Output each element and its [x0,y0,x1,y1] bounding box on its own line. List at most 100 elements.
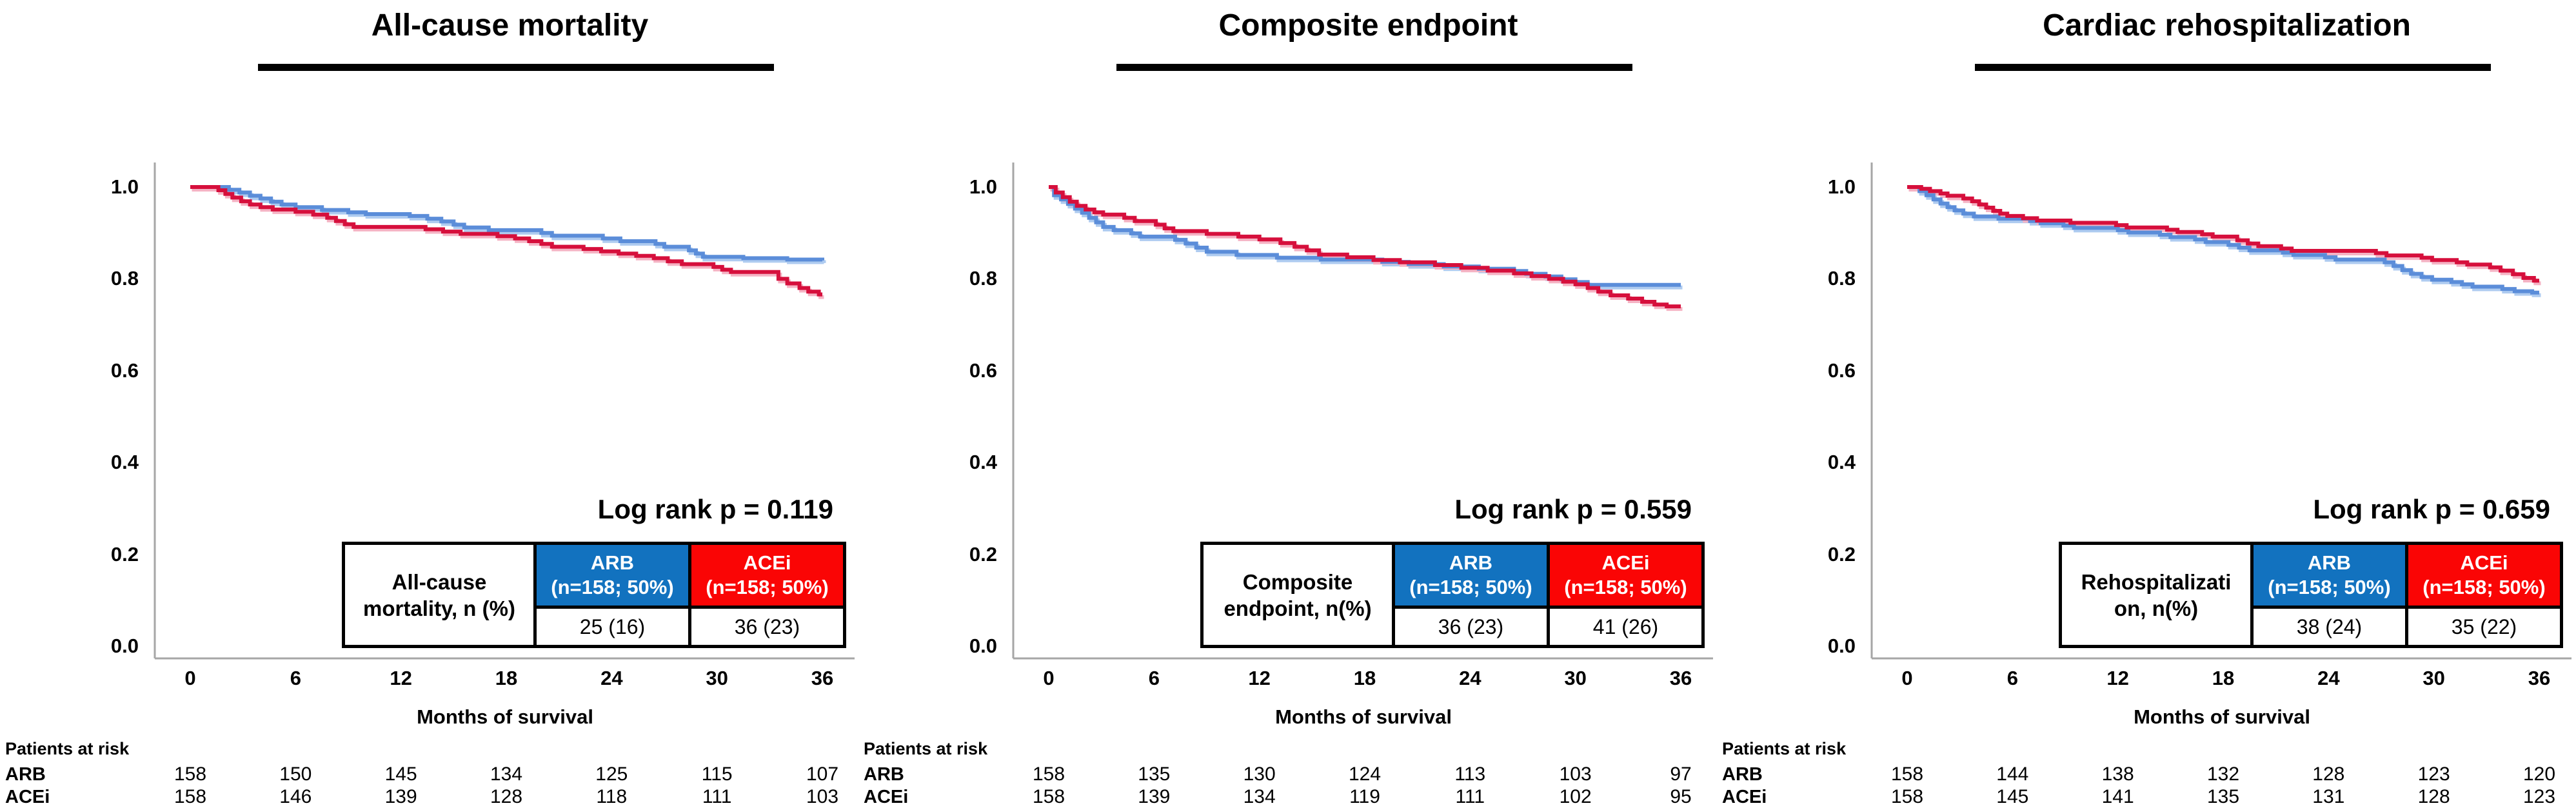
at-risk-row-label-arb: ARB [864,764,904,785]
title-underline [1975,64,2491,71]
km-curve-acei [1907,185,2539,283]
panel-title: Composite endpoint [1218,8,1518,43]
log-rank-p-value: Log rank p = 0.119 [597,494,833,524]
at-risk-row-label-acei: ACEi [1722,787,1767,807]
acei-header-name: ACEi [1601,551,1650,574]
at-risk-value: 139 [384,786,417,807]
arb-value-cell: 25 (16) [533,606,691,648]
at-risk-value: 145 [384,764,417,785]
at-risk-row-label-arb: ARB [5,764,46,785]
acei-header-n: (n=158; 50%) [1564,576,1687,598]
at-risk-value: 158 [1032,764,1065,785]
log-rank-p-value: Log rank p = 0.659 [2313,494,2550,524]
arb-header-name: ARB [1449,551,1493,574]
acei-header-cell: ACEi (n=158; 50%) [688,542,846,609]
x-tick-label: 30 [2422,667,2445,689]
at-risk-value: 128 [2312,764,2345,785]
y-tick-label: 0.4 [110,451,139,474]
arb-header-cell: ARB (n=158; 50%) [2250,542,2408,609]
at-risk-value: 146 [279,786,312,807]
at-risk-value: 120 [2522,764,2556,785]
x-tick-label: 36 [811,667,834,689]
at-risk-value: 103 [1559,764,1592,785]
arb-header-n: (n=158; 50%) [2268,576,2391,598]
at-risk-value: 113 [1454,764,1486,785]
at-risk-value: 102 [1559,786,1592,807]
at-risk-value: 134 [490,764,523,785]
x-axis-label: Months of survival [2134,705,2310,728]
at-risk-value: 125 [595,764,628,785]
y-tick-label: 0.6 [110,359,139,382]
x-tick-label: 0 [184,667,196,689]
y-tick-label: 0.6 [1827,359,1856,382]
acei-value-cell: 36 (23) [688,606,846,648]
at-risk-row-label-acei: ACEi [864,787,909,807]
patients-at-risk-label: Patients at risk [5,739,130,758]
arb-header-cell: ARB (n=158; 50%) [1392,542,1550,609]
y-tick-label: 1.0 [1827,175,1856,198]
at-risk-value: 158 [1890,786,1924,807]
panel-title: Cardiac rehospitalization [2043,8,2411,43]
endpoint-summary-table: Rehospitalizati on, n(%) ARB (n=158; 50%… [2059,542,2563,648]
y-tick-label: 0.4 [1827,451,1856,474]
at-risk-value: 130 [1243,764,1276,785]
title-underline [1116,64,1632,71]
x-axis-label: Months of survival [1275,705,1452,728]
x-tick-label: 18 [495,667,518,689]
km-panel-all-cause-mortality: All-cause mortality Log rank p = 0.119 A… [0,0,858,807]
acei-header-n: (n=158; 50%) [2422,576,2546,598]
title-underline [258,64,774,71]
endpoint-label-cell: Composite endpoint, n(%) [1200,542,1395,648]
at-risk-value: 145 [1996,786,2029,807]
x-tick-label: 6 [1148,667,1160,689]
at-risk-value: 111 [702,786,732,807]
endpoint-label-line1: Composite [1242,569,1353,594]
acei-header-name: ACEi [743,551,791,574]
x-tick-label: 24 [1459,667,1481,689]
arb-value-cell: 36 (23) [1392,606,1550,648]
arb-header-name: ARB [2307,551,2352,574]
x-tick-label: 24 [2317,667,2340,689]
km-plot [154,163,855,660]
at-risk-value: 138 [2101,764,2134,785]
endpoint-label-cell: All-cause mortality, n (%) [342,542,537,648]
endpoint-label-line1: All-cause [391,569,487,594]
acei-header-n: (n=158; 50%) [706,576,829,598]
y-tick-label: 0.8 [1827,267,1856,290]
at-risk-value: 134 [1243,786,1276,807]
at-risk-value: 150 [279,764,312,785]
at-risk-value: 124 [1348,764,1382,785]
x-tick-label: 36 [1669,667,1692,689]
at-risk-value: 123 [2522,786,2556,807]
endpoint-summary-table: All-cause mortality, n (%) ARB (n=158; 5… [342,542,846,648]
at-risk-value: 97 [1670,764,1692,785]
arb-header-n: (n=158; 50%) [551,576,674,598]
at-risk-value: 128 [2417,786,2450,807]
endpoint-label-line2: on, n(%) [2114,596,2199,620]
at-risk-value: 144 [1996,764,2029,785]
acei-header-cell: ACEi (n=158; 50%) [2405,542,2563,609]
km-curve-arb [190,185,824,262]
acei-value-cell: 41 (26) [1547,606,1705,648]
x-tick-label: 24 [600,667,623,689]
y-tick-label: 1.0 [110,175,139,198]
y-tick-label: 0.8 [969,267,997,290]
x-tick-label: 18 [2212,667,2235,689]
x-tick-label: 12 [2106,667,2129,689]
patients-at-risk-label: Patients at risk [1722,739,1847,758]
x-tick-label: 30 [1564,667,1587,689]
y-tick-label: 0.2 [969,542,997,566]
x-tick-label: 12 [390,667,412,689]
x-axis-label: Months of survival [417,705,593,728]
acei-header-cell: ACEi (n=158; 50%) [1547,542,1705,609]
endpoint-summary-table: Composite endpoint, n(%) ARB (n=158; 50%… [1200,542,1705,648]
at-risk-value: 123 [2417,764,2450,785]
y-tick-label: 0.0 [969,635,997,657]
x-tick-label: 12 [1248,667,1271,689]
km-curve-acei [190,185,822,297]
km-panel-cardiac-rehospitalization: Cardiac rehospitalization Log rank p = 0… [1717,0,2575,807]
x-tick-label: 6 [290,667,301,689]
x-tick-label: 30 [706,667,728,689]
at-risk-value: 115 [701,764,733,785]
